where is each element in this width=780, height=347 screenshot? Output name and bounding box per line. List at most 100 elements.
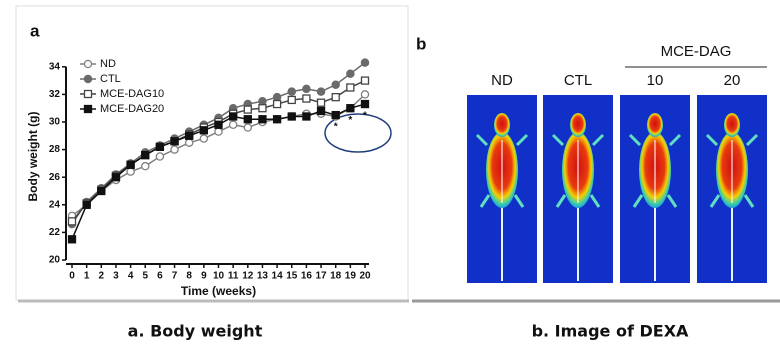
panel-label: a — [30, 21, 40, 40]
data-point — [274, 101, 281, 108]
data-point — [171, 138, 178, 145]
data-point — [361, 91, 368, 98]
data-point — [332, 112, 339, 119]
x-tick-label: 18 — [330, 271, 342, 282]
column-label: CTL — [564, 72, 592, 89]
significance-mark: * — [363, 111, 367, 122]
data-point — [200, 135, 207, 142]
x-tick-label: 19 — [345, 271, 357, 282]
x-tick-label: 3 — [113, 271, 119, 282]
data-point — [200, 127, 207, 134]
x-tick-label: 14 — [272, 271, 284, 282]
figure: a b a. Body weight b. Image of DEXA MCE-… — [0, 0, 780, 347]
data-point — [171, 146, 178, 153]
data-point — [230, 121, 237, 128]
data-point — [142, 152, 149, 159]
data-point — [318, 107, 325, 114]
data-point — [259, 98, 266, 105]
panel-a-frame — [16, 6, 408, 300]
data-point — [127, 161, 134, 168]
y-tick-label: 24 — [49, 199, 61, 210]
data-point — [186, 139, 193, 146]
data-point — [230, 113, 237, 120]
data-point — [112, 174, 119, 181]
x-tick-label: 12 — [242, 271, 254, 282]
data-point — [259, 105, 266, 112]
caption: a. Body weight — [128, 322, 263, 341]
y-tick-label: 20 — [49, 255, 61, 266]
y-tick-label: 32 — [49, 89, 61, 100]
x-tick-label: 7 — [172, 271, 178, 282]
x-tick-label: 1 — [84, 271, 90, 282]
data-point — [303, 95, 310, 102]
y-tick-label: 34 — [49, 61, 61, 72]
page: {"chart_data": {"type": "line", "panel_l… — [0, 0, 780, 347]
data-point — [156, 153, 163, 160]
x-axis-label: Time (weeks) — [181, 284, 256, 298]
data-point — [288, 88, 295, 95]
data-point — [127, 168, 134, 175]
y-axis-label: Body weight (g) — [26, 112, 40, 202]
data-point — [303, 113, 310, 120]
data-point — [83, 201, 90, 208]
data-point — [186, 132, 193, 139]
x-tick-label: 15 — [286, 271, 298, 282]
data-point — [317, 88, 324, 95]
y-tick-label: 26 — [49, 172, 61, 183]
legend-label: CTL — [100, 73, 121, 85]
data-point — [244, 124, 251, 131]
x-tick-label: 6 — [157, 271, 163, 282]
data-point — [244, 116, 251, 123]
data-point — [69, 236, 76, 243]
data-point — [332, 94, 339, 101]
x-tick-label: 4 — [128, 271, 134, 282]
legend-label: ND — [100, 58, 116, 70]
x-tick-label: 2 — [99, 271, 105, 282]
significance-mark: * — [348, 115, 352, 126]
data-point — [332, 81, 339, 88]
data-point — [288, 96, 295, 103]
data-point — [69, 218, 76, 225]
x-tick-label: 5 — [142, 271, 148, 282]
column-label: 20 — [724, 72, 741, 89]
x-tick-label: 9 — [201, 271, 207, 282]
x-tick-label: 17 — [315, 271, 327, 282]
panel-label: b — [416, 34, 426, 53]
data-point — [318, 99, 325, 106]
legend-marker — [85, 91, 92, 98]
data-point — [303, 85, 310, 92]
legend-marker — [84, 60, 91, 67]
y-tick-label: 22 — [49, 227, 61, 238]
x-tick-label: 10 — [213, 271, 225, 282]
data-point — [244, 106, 251, 113]
data-point — [347, 70, 354, 77]
data-point — [215, 128, 222, 135]
x-tick-label: 11 — [228, 271, 239, 282]
x-tick-label: 20 — [359, 271, 371, 282]
data-point — [361, 59, 368, 66]
data-point — [362, 77, 369, 84]
caption: b. Image of DEXA — [532, 322, 689, 341]
column-label: ND — [491, 72, 513, 89]
legend-marker — [84, 75, 91, 82]
data-point — [288, 113, 295, 120]
y-tick-label: 30 — [49, 117, 61, 128]
data-point — [274, 116, 281, 123]
data-point — [98, 188, 105, 195]
y-tick-label: 28 — [49, 144, 61, 155]
x-tick-label: 8 — [186, 271, 192, 282]
group-label: MCE-DAG — [661, 43, 732, 60]
legend-marker — [85, 106, 92, 113]
data-point — [347, 84, 354, 91]
data-point — [156, 143, 163, 150]
legend-label: MCE-DAG10 — [100, 88, 164, 100]
data-point — [347, 105, 354, 112]
significance-mark: * — [334, 122, 338, 133]
data-point — [215, 121, 222, 128]
x-tick-label: 13 — [257, 271, 269, 282]
data-point — [142, 163, 149, 170]
x-tick-label: 0 — [69, 271, 75, 282]
data-point — [274, 94, 281, 101]
data-point — [362, 101, 369, 108]
column-label: 10 — [647, 72, 664, 89]
